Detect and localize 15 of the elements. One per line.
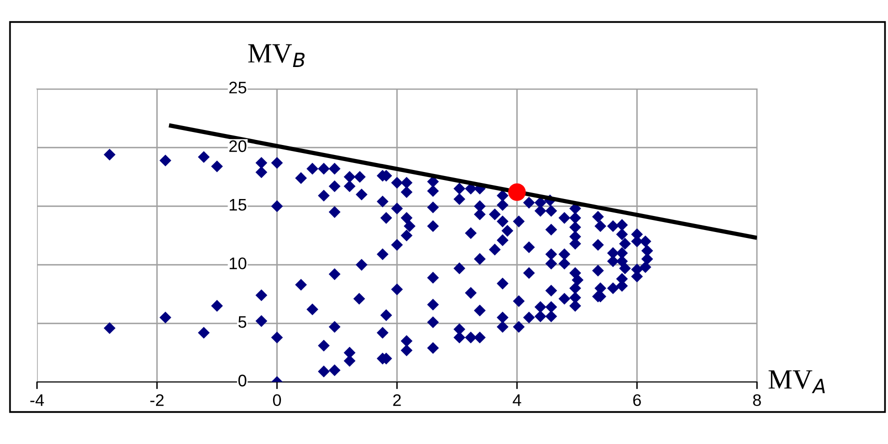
x-tick-label: 4 xyxy=(512,394,522,406)
x-tick-label: -2 xyxy=(150,394,164,406)
y-axis-title: MV$_{B}$ xyxy=(248,44,305,67)
y-tick-label: 10 xyxy=(230,257,246,270)
y-tick-label: 0 xyxy=(238,374,246,386)
y-tick-label: 25 xyxy=(229,82,246,94)
x-axis-title: MV$_{A}$ xyxy=(768,370,825,394)
x-tick-label: 0 xyxy=(273,394,281,406)
y-tick-label: 15 xyxy=(230,199,246,211)
x-tick-label: 2 xyxy=(393,394,401,406)
x-tick-label: -4 xyxy=(30,394,44,406)
y-tick-label: 5 xyxy=(238,316,246,328)
y-tick-label: 20 xyxy=(229,140,246,152)
x-tick-label: 8 xyxy=(753,394,761,406)
x-tick-label: 6 xyxy=(633,394,641,406)
